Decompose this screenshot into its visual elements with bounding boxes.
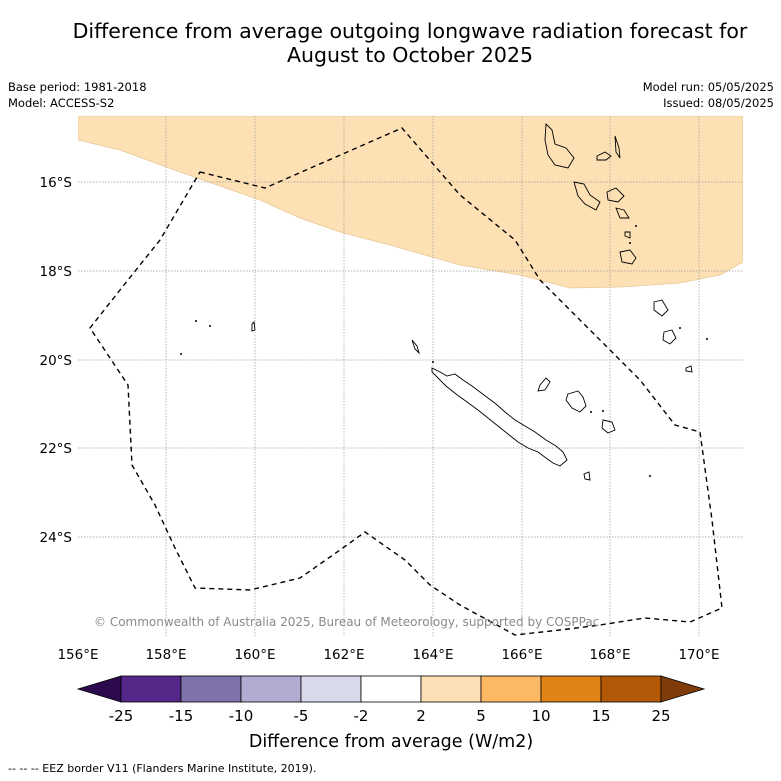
colorbar-tick-label: -5 xyxy=(294,707,309,725)
map-area: © Commonwealth of Australia 2025, Bureau… xyxy=(78,116,743,636)
map-title: Difference from average outgoing longwav… xyxy=(0,19,781,67)
lat-tick-label: 24°S xyxy=(40,530,73,546)
issued-label: Issued: 08/05/2025 xyxy=(663,96,774,110)
longitude-labels: 156°E 158°E 160°E 162°E 164°E 166°E 168°… xyxy=(57,647,719,663)
lon-tick-label: 170°E xyxy=(678,647,719,663)
eez-footnote: -- -- -- EEZ border V11 (Flanders Marine… xyxy=(8,762,317,775)
colorbar-segment xyxy=(120,675,182,703)
model-label: Model: ACCESS-S2 xyxy=(8,96,115,110)
base-period-label: Base period: 1981-2018 xyxy=(8,80,147,94)
title-line-1: Difference from average outgoing longwav… xyxy=(72,19,748,43)
colorbar-segment xyxy=(360,675,422,703)
colorbar-segment xyxy=(420,675,482,703)
lon-tick-label: 158°E xyxy=(145,647,186,663)
gridlines xyxy=(78,116,743,636)
title-line-2: August to October 2025 xyxy=(286,43,534,67)
colorbar-ticks: -25 -15 -10 -5 -2 2 5 10 15 25 xyxy=(109,707,671,725)
colorbar-tick-label: -25 xyxy=(109,707,134,725)
grande-terre-island xyxy=(431,367,568,467)
colorbar-segment xyxy=(480,675,542,703)
lon-tick-label: 162°E xyxy=(323,647,364,663)
colorbar-tick-label: -2 xyxy=(354,707,369,725)
lat-tick-label: 22°S xyxy=(40,441,73,457)
lat-tick-label: 20°S xyxy=(40,353,73,369)
colorbar: -25 -15 -10 -5 -2 2 5 10 15 25 Differenc… xyxy=(76,675,706,752)
colorbar-segment xyxy=(180,675,242,703)
colorbar-tick-label: 15 xyxy=(591,707,610,725)
colorbar-tick-label: 2 xyxy=(416,707,426,725)
colorbar-segment xyxy=(600,675,662,703)
meta-left: Base period: 1981-2018 Model: ACCESS-S2 xyxy=(8,79,147,111)
colorbar-tick-label: 10 xyxy=(531,707,550,725)
meta-right: Model run: 05/05/2025 Issued: 08/05/2025 xyxy=(643,79,774,111)
colorbar-high-extension xyxy=(660,675,706,703)
credit-text: © Commonwealth of Australia 2025, Bureau… xyxy=(94,615,599,629)
small-islets xyxy=(180,225,708,477)
colorbar-segment xyxy=(240,675,302,703)
colorbar-label: Difference from average (W/m2) xyxy=(249,732,533,752)
lon-tick-label: 166°E xyxy=(501,647,542,663)
coastlines xyxy=(251,122,693,481)
positive-anomaly-region xyxy=(78,116,743,289)
colorbar-tick-label: -15 xyxy=(169,707,194,725)
colorbar-segment xyxy=(300,675,362,703)
colorbar-low-extension xyxy=(76,675,122,703)
colorbar-tick-label: -10 xyxy=(229,707,254,725)
colorbar-tick-label: 5 xyxy=(476,707,486,725)
model-run-label: Model run: 05/05/2025 xyxy=(642,80,774,94)
colorbar-tick-label: 25 xyxy=(651,707,670,725)
lon-tick-label: 164°E xyxy=(412,647,453,663)
lat-tick-label: 16°S xyxy=(40,175,73,191)
lon-tick-label: 168°E xyxy=(589,647,630,663)
colorbar-segment xyxy=(540,675,602,703)
eez-border xyxy=(89,127,723,636)
vanuatu-islands xyxy=(544,122,575,169)
lon-tick-label: 160°E xyxy=(234,647,275,663)
lon-tick-label: 156°E xyxy=(57,647,98,663)
lat-tick-label: 18°S xyxy=(40,264,73,280)
latitude-labels: 16°S 18°S 20°S 22°S 24°S xyxy=(40,175,73,546)
